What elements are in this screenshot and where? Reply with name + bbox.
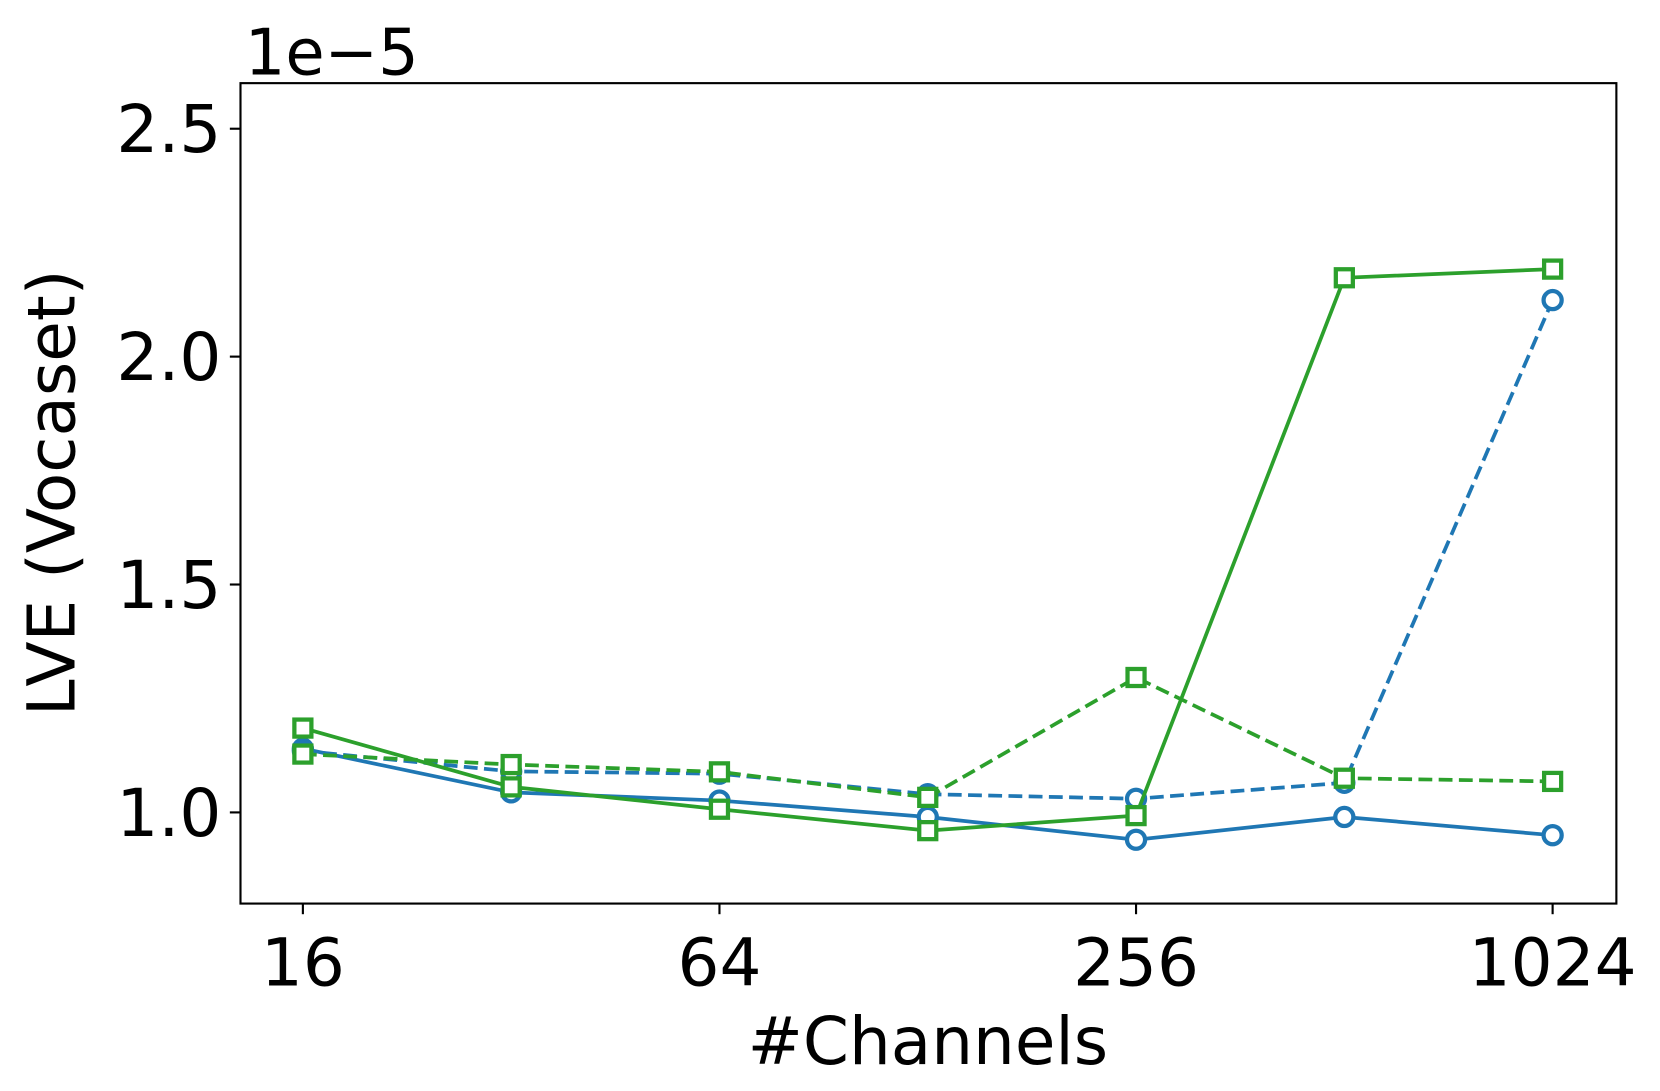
x-tick-label: 256 — [1073, 925, 1199, 1002]
series-line — [302, 267, 1553, 833]
marker — [708, 761, 731, 783]
y-tick-label: 1.5 — [116, 547, 221, 624]
marker — [1333, 767, 1355, 789]
marker — [292, 743, 314, 765]
marker — [1541, 258, 1564, 280]
marker — [1124, 828, 1148, 851]
y-tick-label: 1.0 — [116, 775, 221, 852]
marker — [292, 717, 314, 739]
x-tick-label: 16 — [261, 925, 345, 1002]
marker — [1333, 805, 1356, 829]
marker — [500, 776, 522, 798]
y-tick-label: 2.0 — [116, 319, 221, 396]
x-tick-label: 1024 — [1469, 925, 1637, 1002]
plot-frame — [239, 82, 1618, 905]
marker — [708, 798, 731, 820]
y-axis-label: LVE (Vocaset) — [13, 269, 90, 716]
x-tick-label: 64 — [677, 925, 761, 1002]
marker — [917, 820, 939, 842]
marker — [1541, 770, 1564, 793]
marker — [917, 786, 939, 809]
marker — [500, 753, 522, 776]
marker — [1125, 666, 1147, 689]
marker — [1125, 804, 1147, 827]
x-axis-label: #Channels — [748, 1003, 1108, 1080]
offset-text: 1e−5 — [245, 17, 419, 91]
y-tick-label: 2.5 — [116, 91, 221, 168]
series-line — [302, 299, 1555, 801]
marker — [1333, 267, 1355, 289]
marker — [1541, 824, 1564, 847]
marker — [1541, 288, 1564, 312]
